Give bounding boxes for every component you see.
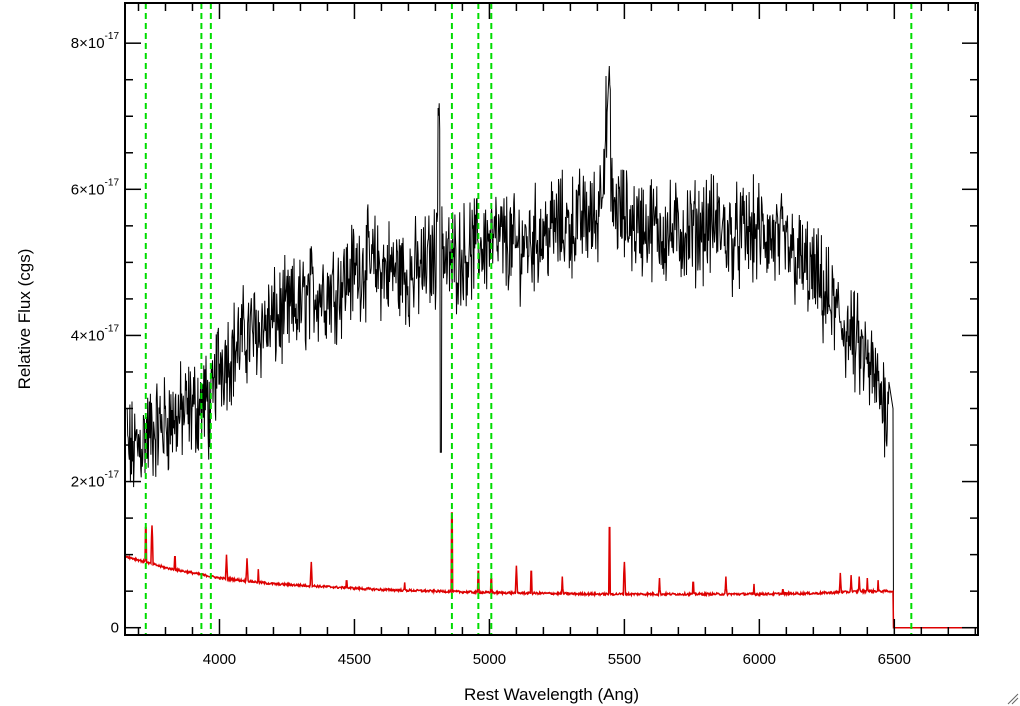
x-tick-label: 6000 [743, 651, 776, 668]
x-tick-label: 5500 [608, 651, 641, 668]
y-tick-label-exponent: -17 [105, 31, 120, 42]
plot-frame [124, 2, 979, 636]
y-tick-label: 2×10-17 [71, 470, 120, 491]
y-tick-label-base: 4×10 [71, 327, 105, 344]
resize-grip-icon[interactable] [1007, 693, 1019, 705]
y-tick-label-base: 6×10 [71, 181, 105, 198]
x-tick-label: 6500 [878, 651, 911, 668]
model-line [124, 512, 978, 629]
tick-label-layer: 4000 4500 5000 5500 6000 650002×10-174×10-176… [71, 31, 911, 668]
data-layer [124, 65, 978, 629]
y-tick-label-exponent: -17 [105, 177, 120, 188]
y-tick-label: 4×10-17 [71, 323, 120, 344]
marker-layer [144, 3, 913, 635]
tick-layer [125, 3, 978, 635]
y-tick-label-exponent: -17 [105, 323, 120, 334]
x-tick-label: 4500 [338, 651, 371, 668]
x-axis-title: Rest Wavelength (Ang) [464, 685, 639, 704]
y-tick-label: 0 [111, 620, 119, 637]
y-tick-label: 6×10-17 [71, 177, 120, 198]
x-tick-label: 4000 [203, 651, 236, 668]
y-tick-label: 8×10-17 [71, 31, 120, 52]
y-tick-label-base: 8×10 [71, 35, 105, 52]
spectrum-line [125, 65, 894, 628]
y-tick-label-exponent: -17 [105, 470, 120, 481]
y-axis-title: Relative Flux (cgs) [15, 249, 34, 390]
x-tick-label: 5000 [473, 651, 506, 668]
y-tick-label-base: 2×10 [71, 474, 105, 491]
